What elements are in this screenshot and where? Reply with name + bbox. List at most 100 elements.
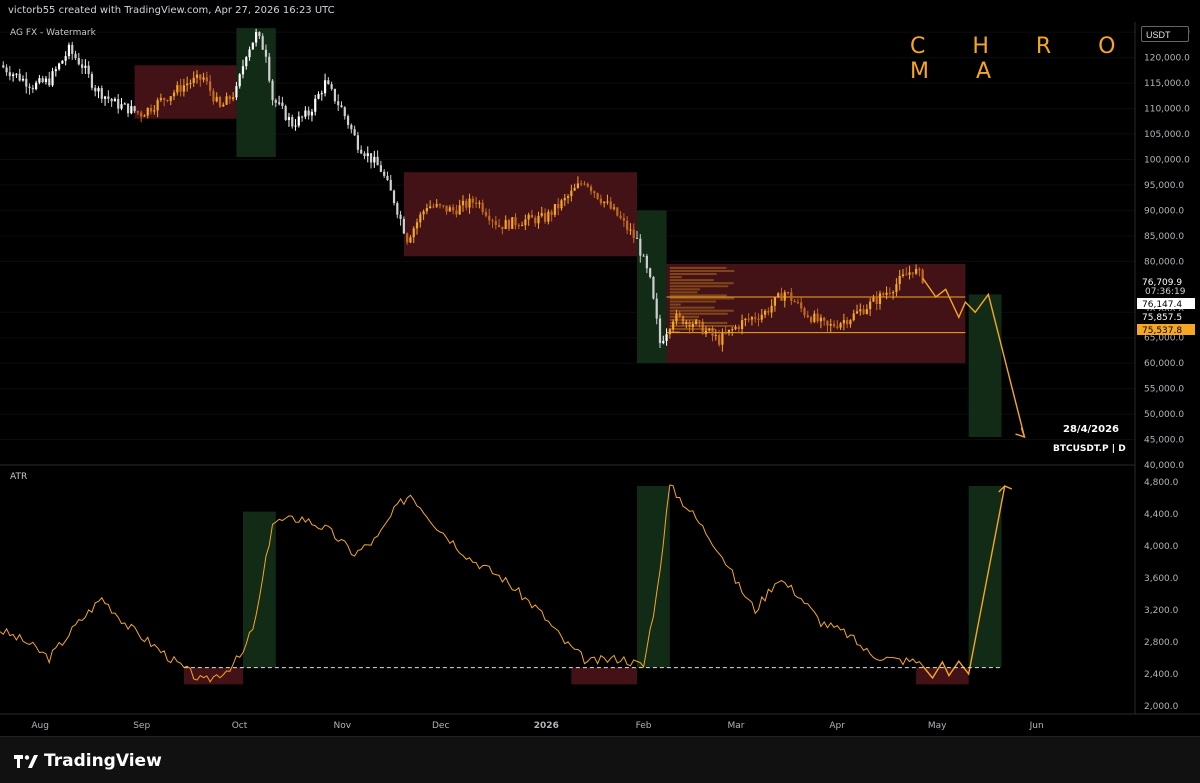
candle[interactable] — [832, 324, 836, 327]
candle[interactable] — [586, 183, 589, 187]
candle[interactable] — [534, 217, 537, 224]
candle[interactable] — [232, 97, 235, 100]
candle[interactable] — [392, 190, 396, 204]
candle[interactable] — [274, 100, 277, 103]
candle[interactable] — [383, 171, 386, 176]
candle[interactable] — [494, 221, 497, 225]
candle[interactable] — [885, 292, 888, 295]
candle[interactable] — [800, 302, 803, 309]
candle[interactable] — [143, 115, 146, 117]
candle[interactable] — [589, 186, 593, 192]
candle[interactable] — [343, 107, 346, 117]
candle[interactable] — [271, 80, 274, 101]
candle[interactable] — [71, 44, 74, 54]
candle[interactable] — [149, 107, 153, 112]
atr-green-zone[interactable] — [968, 486, 1002, 668]
candle[interactable] — [432, 206, 435, 208]
candle[interactable] — [576, 183, 580, 188]
candle[interactable] — [218, 96, 222, 107]
candle[interactable] — [307, 110, 310, 116]
candle[interactable] — [159, 98, 162, 101]
candle[interactable] — [649, 268, 652, 277]
candle[interactable] — [504, 220, 507, 230]
candle[interactable] — [110, 98, 113, 102]
candle[interactable] — [366, 153, 369, 157]
candle[interactable] — [905, 274, 908, 276]
candle[interactable] — [872, 297, 875, 302]
candle[interactable] — [632, 229, 635, 238]
candle[interactable] — [698, 320, 701, 322]
candle[interactable] — [918, 268, 921, 270]
candle[interactable] — [452, 207, 455, 211]
candle[interactable] — [389, 179, 392, 191]
candle[interactable] — [566, 196, 570, 198]
candle[interactable] — [304, 110, 307, 117]
candle[interactable] — [278, 102, 281, 104]
candle[interactable] — [113, 99, 117, 102]
candle[interactable] — [28, 86, 31, 88]
candle[interactable] — [550, 211, 553, 215]
candle[interactable] — [547, 211, 550, 222]
candle[interactable] — [744, 318, 747, 321]
candle[interactable] — [773, 297, 777, 306]
candle[interactable] — [166, 99, 169, 101]
candle[interactable] — [511, 217, 514, 229]
candle[interactable] — [829, 324, 832, 326]
candle[interactable] — [498, 224, 501, 227]
candle[interactable] — [399, 214, 402, 219]
candle[interactable] — [241, 66, 245, 75]
candle[interactable] — [655, 298, 658, 319]
candle[interactable] — [455, 210, 458, 215]
candle[interactable] — [186, 83, 189, 86]
candle[interactable] — [406, 233, 409, 243]
candle[interactable] — [25, 78, 28, 87]
candle[interactable] — [911, 272, 914, 274]
candle[interactable] — [869, 301, 872, 310]
candle[interactable] — [222, 104, 225, 107]
candle[interactable] — [264, 49, 268, 57]
candle[interactable] — [419, 214, 422, 223]
candle[interactable] — [540, 213, 543, 216]
candle[interactable] — [67, 44, 71, 57]
candle[interactable] — [665, 334, 668, 341]
candle[interactable] — [839, 323, 842, 328]
candle[interactable] — [484, 212, 488, 216]
candle[interactable] — [714, 335, 717, 337]
candle[interactable] — [803, 308, 806, 316]
candle[interactable] — [875, 297, 878, 304]
candle[interactable] — [192, 77, 195, 84]
candle[interactable] — [48, 78, 51, 86]
candle[interactable] — [5, 67, 8, 73]
price-red-zone[interactable] — [666, 263, 966, 364]
candle[interactable] — [294, 125, 297, 127]
candle[interactable] — [205, 77, 208, 82]
candle[interactable] — [517, 225, 520, 227]
candle[interactable] — [599, 198, 602, 204]
candle[interactable] — [888, 292, 891, 294]
candle[interactable] — [501, 226, 504, 230]
candle[interactable] — [915, 268, 918, 274]
candle[interactable] — [603, 201, 606, 204]
candle[interactable] — [481, 202, 484, 213]
candle[interactable] — [806, 315, 809, 318]
candle[interactable] — [429, 206, 432, 209]
candle[interactable] — [425, 208, 428, 212]
candle[interactable] — [826, 320, 829, 326]
candle[interactable] — [314, 98, 317, 112]
atr-red-zone[interactable] — [571, 667, 638, 685]
candle[interactable] — [172, 92, 176, 97]
candle[interactable] — [346, 116, 350, 125]
candle[interactable] — [153, 110, 156, 112]
candle[interactable] — [747, 318, 750, 320]
candle[interactable] — [87, 65, 90, 74]
candle[interactable] — [202, 77, 205, 80]
candle[interactable] — [238, 74, 241, 87]
candle[interactable] — [780, 293, 783, 301]
candle[interactable] — [182, 85, 185, 92]
candle[interactable] — [18, 73, 21, 81]
candle[interactable] — [609, 201, 612, 209]
candle[interactable] — [261, 36, 264, 50]
candle[interactable] — [281, 102, 284, 107]
candle[interactable] — [386, 175, 389, 180]
candle[interactable] — [126, 103, 130, 114]
